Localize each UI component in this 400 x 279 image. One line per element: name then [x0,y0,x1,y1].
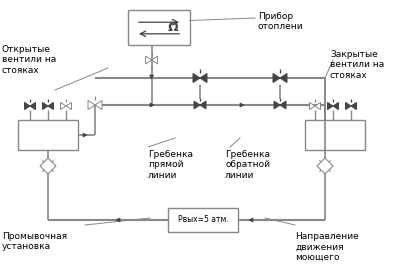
Polygon shape [66,102,72,110]
Text: Гребенка
обратной
линии: Гребенка обратной линии [225,150,270,180]
Bar [168,208,238,232]
Text: Направление
движения
моющего: Направление движения моющего [295,232,359,262]
Polygon shape [193,73,200,83]
Polygon shape [328,102,333,110]
Polygon shape [48,102,54,110]
Polygon shape [274,101,280,109]
Text: Гребенка
прямой
линии: Гребенка прямой линии [148,150,193,180]
Text: Промывочная
установка: Промывочная установка [2,232,67,251]
Text: Ω: Ω [167,21,178,34]
Polygon shape [200,101,206,109]
Polygon shape [273,73,280,83]
Polygon shape [146,56,152,64]
Polygon shape [88,100,95,110]
Polygon shape [351,102,356,110]
Polygon shape [315,102,320,110]
Text: Открытые
вентили на
стояках: Открытые вентили на стояках [2,45,56,75]
Text: Закрытые
вентили на
стояках: Закрытые вентили на стояках [330,50,384,80]
Polygon shape [317,158,333,174]
Polygon shape [240,103,244,107]
Bar [18,120,78,150]
Polygon shape [310,102,315,110]
Polygon shape [249,218,253,222]
Polygon shape [200,73,207,83]
Polygon shape [150,75,154,79]
Bar [128,10,190,45]
Text: Рвых=5 атм.: Рвых=5 атм. [178,215,228,225]
Polygon shape [83,133,87,137]
Polygon shape [346,102,351,110]
Polygon shape [116,218,120,222]
Polygon shape [24,102,30,110]
Polygon shape [280,73,287,83]
Polygon shape [42,102,48,110]
Polygon shape [30,102,36,110]
Bar [305,120,365,150]
Text: Прибор
отоплени: Прибор отоплени [258,12,304,32]
Polygon shape [60,102,66,110]
Polygon shape [280,101,286,109]
Polygon shape [152,56,158,64]
Polygon shape [333,102,338,110]
Polygon shape [150,103,154,107]
Polygon shape [95,100,102,110]
Polygon shape [194,101,200,109]
Polygon shape [40,158,56,174]
